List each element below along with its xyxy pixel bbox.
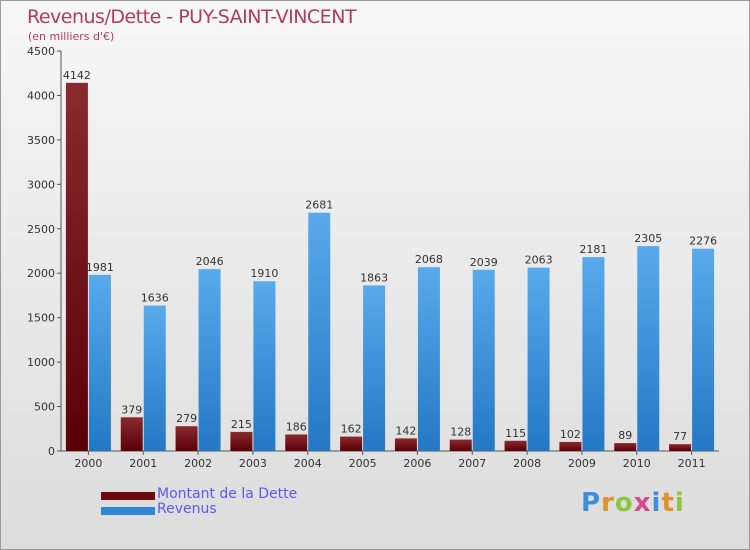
legend-label-revenus: Revenus	[157, 501, 217, 517]
y-tick-label: 500	[34, 401, 55, 414]
data-label-dette: 102	[560, 428, 581, 441]
data-label-dette: 142	[395, 424, 416, 437]
data-label-revenus: 2681	[305, 199, 333, 212]
x-tick-label: 2002	[184, 457, 212, 470]
data-label-revenus: 1981	[86, 261, 114, 274]
legend-swatch-dette	[101, 492, 155, 500]
data-label-dette: 186	[286, 420, 307, 433]
x-tick-label: 2008	[513, 457, 541, 470]
logo-letter: t	[661, 488, 675, 518]
data-label-revenus: 1863	[360, 271, 388, 284]
bar-dette	[65, 82, 88, 452]
y-tick-label: 1000	[27, 356, 55, 369]
data-label-revenus: 2063	[525, 254, 553, 267]
bar-dette	[614, 443, 637, 451]
y-tick-label: 3000	[27, 178, 55, 191]
bar-revenus	[143, 305, 166, 451]
chart-title: Revenus/Dette - PUY-SAINT-VINCENT	[27, 6, 357, 28]
x-tick-label: 2011	[678, 457, 706, 470]
data-label-dette: 89	[618, 429, 632, 442]
logo-letter: P	[581, 488, 602, 518]
y-tick-label: 4500	[27, 45, 55, 58]
legend-label-dette: Montant de la Dette	[157, 486, 298, 502]
bar-dette	[504, 440, 527, 451]
bar-dette	[120, 417, 143, 451]
x-tick-label: 2005	[349, 457, 377, 470]
logo-letter: o	[614, 488, 634, 518]
data-label-revenus: 2181	[579, 243, 607, 256]
logo-letter: x	[633, 488, 652, 518]
bar-dette	[230, 431, 253, 451]
y-tick-label: 1500	[27, 312, 55, 325]
y-tick-label: 0	[48, 445, 55, 458]
data-label-revenus: 2046	[196, 255, 224, 268]
y-tick-label: 4000	[27, 89, 55, 102]
bar-revenus	[198, 269, 221, 451]
legend-swatch-revenus	[101, 507, 155, 515]
axes: 0 500 1000 1500 2000 2500 3000 3500 4000 4500 2000…	[27, 45, 719, 470]
data-label-revenus: 2068	[415, 253, 443, 266]
logo-letter: r	[601, 488, 615, 518]
x-tick-label: 2010	[623, 457, 651, 470]
x-tick-label: 2009	[568, 457, 596, 470]
bar-revenus	[253, 281, 276, 451]
data-label-dette: 162	[341, 423, 362, 436]
data-label-dette: 379	[121, 403, 142, 416]
data-label-dette: 279	[176, 412, 197, 425]
x-tick-label: 2004	[294, 457, 322, 470]
bar-revenus	[417, 267, 440, 451]
x-tick-label: 2000	[74, 457, 102, 470]
x-tick-label: 2007	[458, 457, 486, 470]
x-tick-label: 2001	[129, 457, 157, 470]
bar-revenus	[88, 274, 111, 451]
bar-revenus	[692, 248, 715, 451]
bar-revenus	[363, 285, 386, 451]
bar-dette	[449, 439, 472, 451]
bar-revenus	[582, 257, 605, 451]
bar-dette	[559, 441, 582, 451]
y-tick-label: 2500	[27, 223, 55, 236]
bar-revenus	[472, 269, 495, 451]
bar-revenus	[308, 212, 331, 451]
chart-subtitle: (en milliers d'€)	[28, 30, 115, 43]
x-tick-label: 2006	[403, 457, 431, 470]
bar-revenus	[527, 267, 550, 451]
data-label-revenus: 2305	[634, 232, 662, 245]
y-tick-label: 3500	[27, 134, 55, 147]
bar-revenus	[637, 246, 660, 451]
bar-dette	[285, 434, 308, 451]
x-tick-label: 2003	[239, 457, 267, 470]
y-tick-label: 2000	[27, 267, 55, 280]
data-label-revenus: 2039	[470, 256, 498, 269]
data-label-dette: 77	[673, 430, 687, 443]
bar-dette	[175, 426, 198, 451]
bars	[65, 82, 715, 452]
bar-dette	[394, 438, 417, 451]
data-label-dette: 215	[231, 418, 252, 431]
data-label-revenus: 1636	[141, 292, 169, 305]
proxiti-logo: Proxiti	[581, 488, 685, 518]
data-label-revenus: 2276	[689, 235, 717, 248]
logo-letter: i	[651, 488, 662, 518]
bar-dette	[669, 444, 692, 451]
logo-letter: i	[674, 488, 685, 518]
data-labels: 4142 1981 379 1636 279 2046 215 1910 186 2681 162 1…	[63, 69, 717, 443]
data-label-dette: 115	[505, 427, 526, 440]
data-label-dette: 128	[450, 426, 471, 439]
data-label-dette: 4142	[63, 69, 91, 82]
data-label-revenus: 1910	[250, 267, 278, 280]
bar-dette	[340, 436, 363, 451]
